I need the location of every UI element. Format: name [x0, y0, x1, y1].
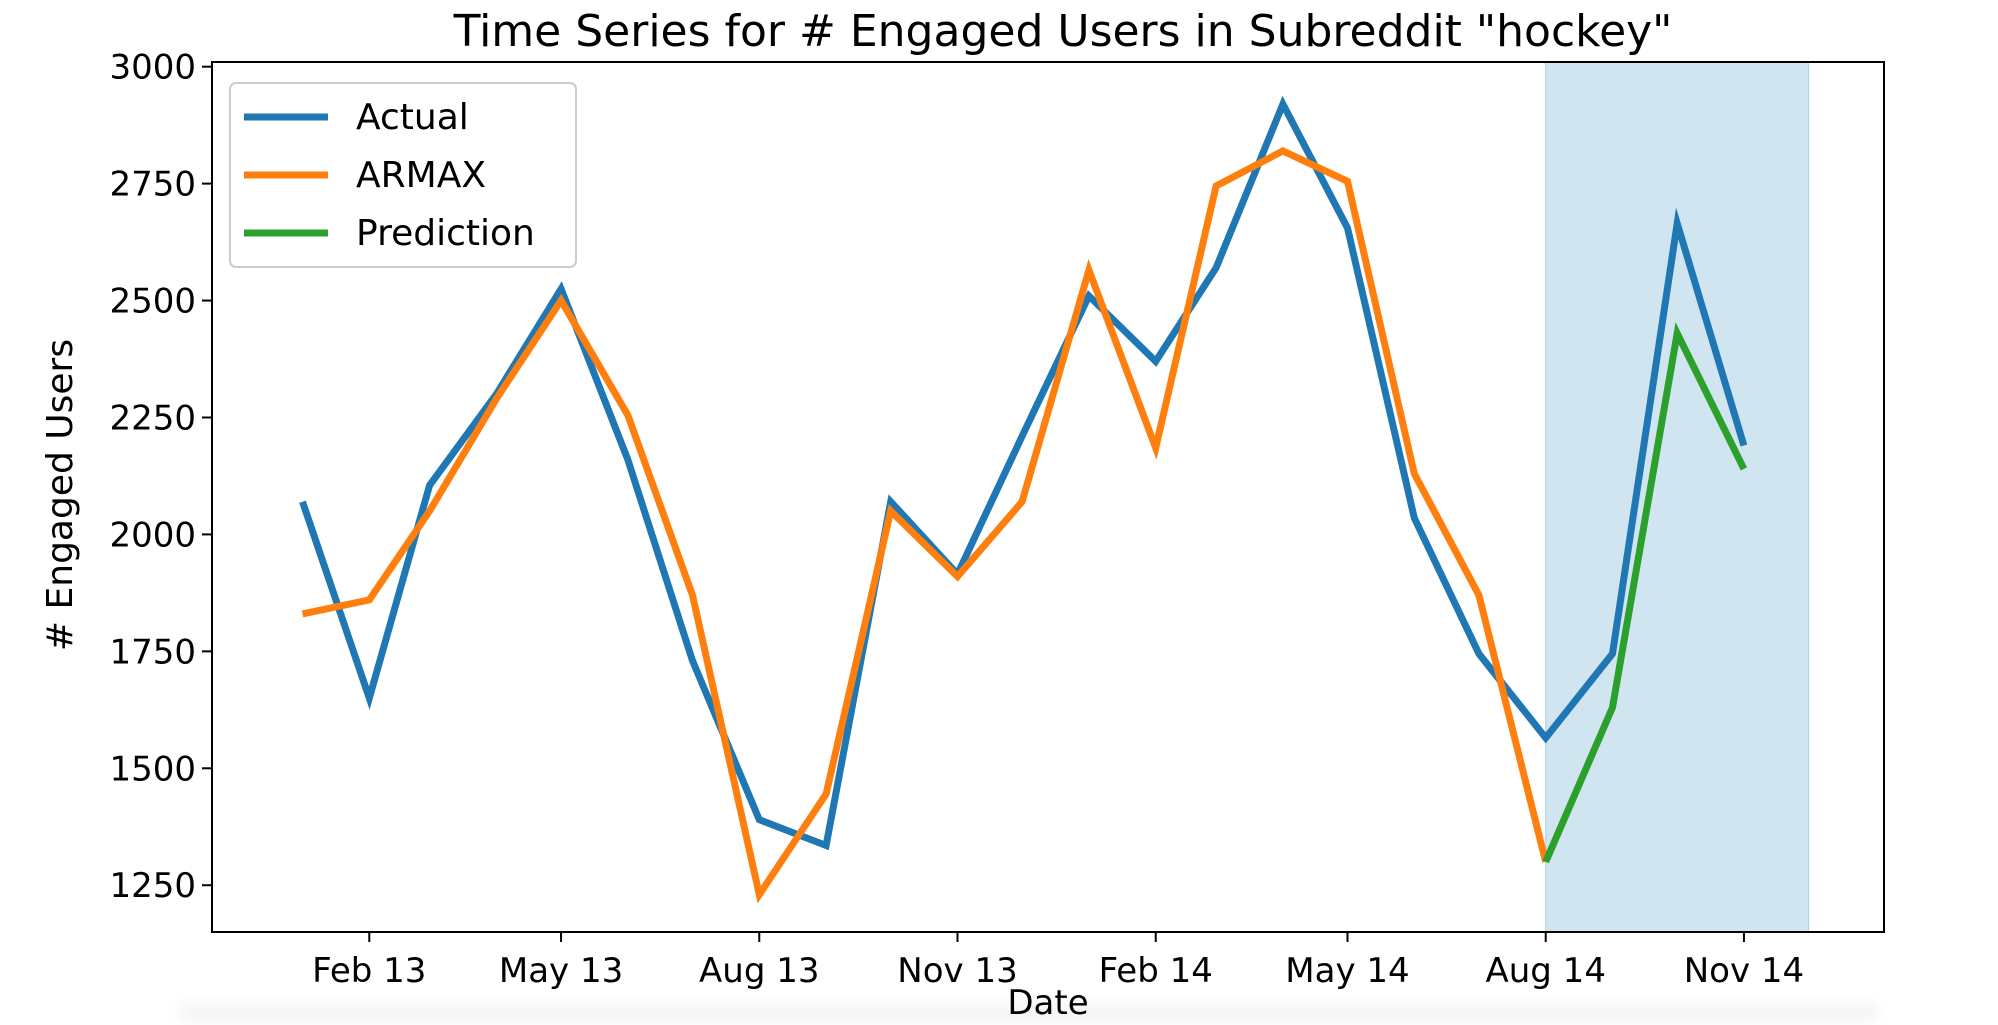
legend-label: Actual [356, 97, 469, 138]
y-tick-label: 3000 [109, 48, 196, 88]
y-tick-label: 2500 [109, 282, 196, 322]
y-tick-label: 2000 [109, 515, 196, 555]
prediction-series-line [1542, 322, 1748, 864]
bottom-shadow [180, 994, 1878, 1020]
x-tick-label: Aug 14 [1485, 951, 1605, 991]
y-axis-label: # Engaged Users [40, 339, 81, 651]
x-tick-label: Nov 13 [897, 951, 1017, 991]
x-tick-label: Feb 13 [312, 951, 426, 991]
legend-label: ARMAX [356, 155, 486, 196]
armax-series-line [301, 146, 1550, 904]
y-tick-label: 2750 [109, 165, 196, 205]
chart-title: Time Series for # Engaged Users in Subre… [453, 6, 1673, 57]
plot-area-frame [211, 61, 1885, 933]
legend-label: Prediction [356, 213, 535, 254]
legend: Actual ARMAX Prediction [229, 82, 577, 268]
x-tick-label: May 13 [499, 951, 623, 991]
x-axis-label: Date [1007, 983, 1088, 1020]
legend-box [229, 82, 577, 268]
x-tick-label: May 14 [1285, 951, 1409, 991]
y-tick-label: 1500 [109, 749, 196, 789]
x-tick-label: Aug 13 [699, 951, 819, 991]
forecast-shaded-region [1545, 61, 1810, 933]
x-tick-label: Nov 14 [1684, 951, 1804, 991]
y-tick-label: 2250 [109, 398, 196, 438]
y-tick-label: 1250 [109, 866, 196, 906]
y-tick-label: 1750 [109, 632, 196, 672]
x-tick-label: Feb 14 [1099, 951, 1213, 991]
